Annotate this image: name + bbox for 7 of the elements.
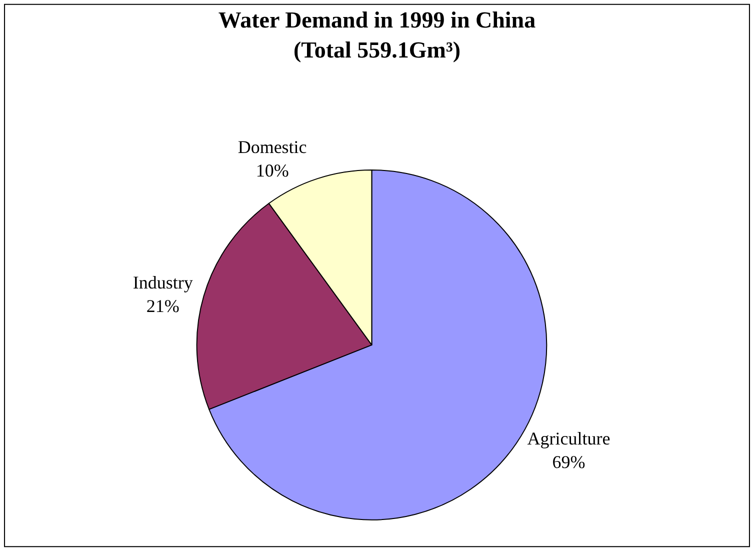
data-label: 21% [146,296,180,316]
data-label: 69% [552,452,586,472]
chart-title: Water Demand in 1999 in China (Total 559.1Gm³) [218,8,536,62]
data-label: 10% [256,160,289,181]
slice-label: Industry [132,272,193,293]
slice-label: Agriculture [527,428,610,448]
slice-label: Domestic [238,137,307,158]
